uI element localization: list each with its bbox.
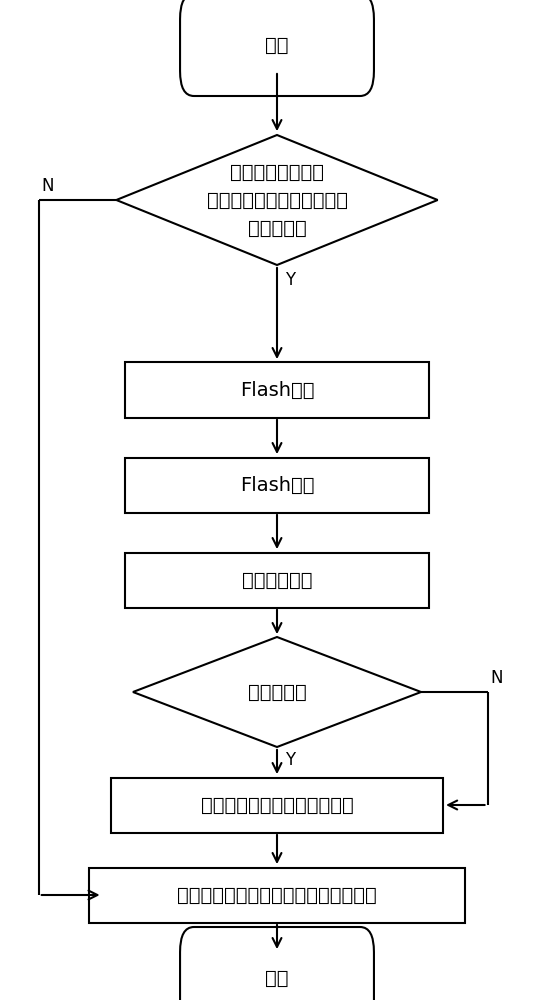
Text: N: N xyxy=(42,177,54,195)
Text: Flash擦除: Flash擦除 xyxy=(240,380,314,399)
Text: 烧录标志位判断，
是否需要烧录安全监控芯片
程序代码？: 烧录标志位判断， 是否需要烧录安全监控芯片 程序代码？ xyxy=(207,162,347,237)
Text: 编程结果校验: 编程结果校验 xyxy=(242,570,312,589)
Text: 校验通过？: 校验通过？ xyxy=(248,682,306,702)
FancyBboxPatch shape xyxy=(180,927,374,1000)
Polygon shape xyxy=(116,135,438,265)
Text: N: N xyxy=(490,669,503,687)
Text: 设置烧录标志位为已烧录状态: 设置烧录标志位为已烧录状态 xyxy=(201,796,353,814)
Bar xyxy=(89,867,465,922)
Bar xyxy=(125,552,429,608)
Bar xyxy=(125,458,429,512)
Text: 触发安全监控芯片芯片和主控芯片复位: 触发安全监控芯片芯片和主控芯片复位 xyxy=(177,886,377,904)
Text: 结束: 结束 xyxy=(265,968,289,988)
Bar xyxy=(111,778,443,832)
Text: Y: Y xyxy=(285,271,295,289)
Text: 开始: 开始 xyxy=(265,35,289,54)
FancyBboxPatch shape xyxy=(180,0,374,96)
Polygon shape xyxy=(133,637,421,747)
Text: Y: Y xyxy=(285,751,295,769)
Text: Flash编程: Flash编程 xyxy=(240,476,314,494)
Bar xyxy=(125,362,429,418)
